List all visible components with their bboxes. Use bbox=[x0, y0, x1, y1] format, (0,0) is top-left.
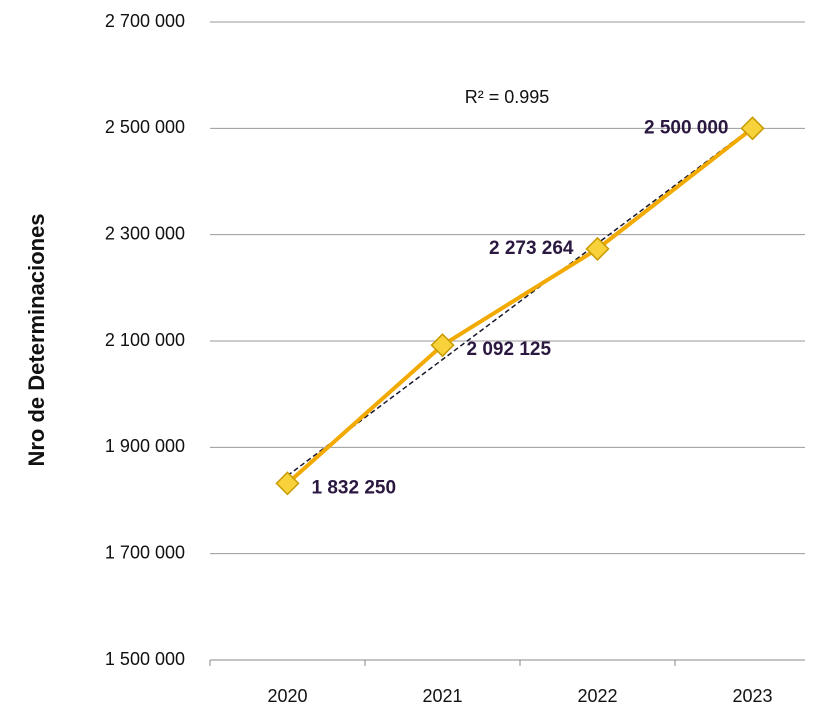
data-label: 1 832 250 bbox=[312, 477, 397, 498]
data-label: 2 092 125 bbox=[467, 339, 552, 360]
x-tick-label: 2020 bbox=[267, 686, 307, 706]
x-tick-label: 2022 bbox=[577, 686, 617, 706]
data-label: 2 273 264 bbox=[489, 238, 574, 259]
y-tick-label: 2 700 000 bbox=[105, 11, 185, 31]
x-tick-label: 2023 bbox=[732, 686, 772, 706]
y-tick-label: 2 100 000 bbox=[105, 330, 185, 350]
y-tick-label: 2 500 000 bbox=[105, 117, 185, 137]
x-tick-label: 2021 bbox=[422, 686, 462, 706]
series-line bbox=[286, 126, 754, 485]
marker bbox=[740, 116, 765, 141]
data-label: 2 500 000 bbox=[644, 117, 729, 138]
r-squared: R² = 0.995 bbox=[465, 87, 550, 107]
marker bbox=[275, 471, 300, 496]
marker bbox=[430, 333, 455, 358]
marker bbox=[585, 236, 610, 261]
y-tick-label: 1 500 000 bbox=[105, 649, 185, 669]
y-tick-label: 1 700 000 bbox=[105, 542, 185, 562]
y-tick-label: 2 300 000 bbox=[105, 223, 185, 243]
y-axis-label: Nro de Determinaciones bbox=[24, 213, 49, 466]
y-tick-label: 1 900 000 bbox=[105, 436, 185, 456]
trendline bbox=[287, 126, 753, 477]
